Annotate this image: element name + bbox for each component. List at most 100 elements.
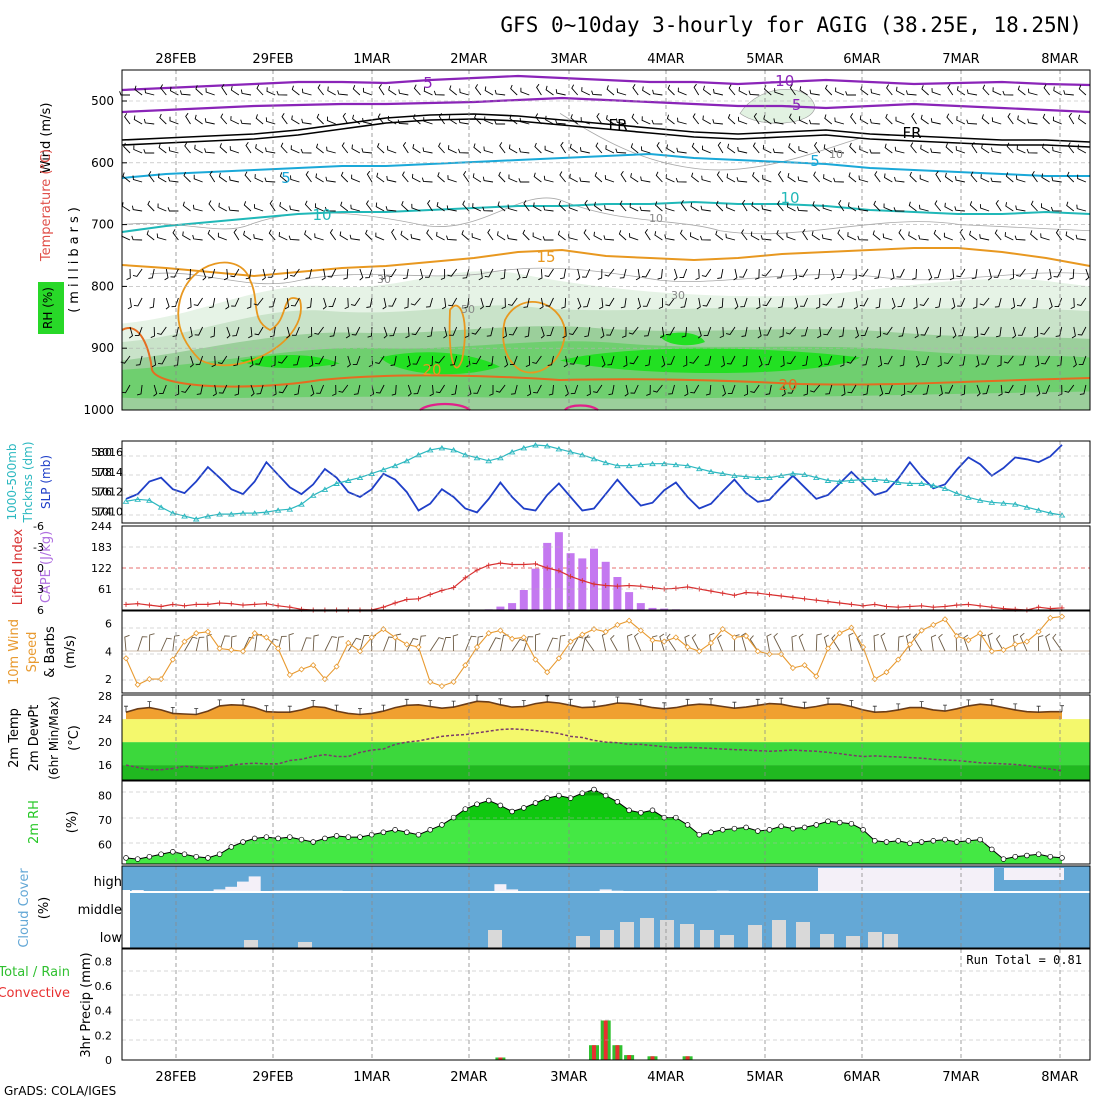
rh-marker: [123, 855, 129, 861]
wind-barb: [560, 268, 567, 280]
thickness-marker: [555, 446, 563, 452]
wind-speed-marker: [860, 644, 867, 651]
wind-barb: [822, 204, 832, 212]
wind-barb: [628, 326, 639, 335]
wind-barb: [629, 233, 639, 241]
wind-barb: [345, 326, 350, 339]
rh-marker: [450, 814, 457, 821]
date-label-bottom: 8MAR: [1041, 1070, 1078, 1085]
wind-barb: [286, 326, 291, 339]
thickness-marker: [871, 476, 879, 482]
wind-barb: [192, 234, 203, 241]
wind-barb: [773, 118, 784, 125]
wind-barb: [434, 355, 445, 364]
wind-barb: [449, 326, 458, 336]
surface-wind-barb: [659, 633, 665, 652]
high-cloud-bar: [599, 889, 612, 892]
thickness-marker: [848, 477, 855, 483]
contour-label: 10: [829, 148, 843, 161]
wind-barb: [134, 85, 143, 96]
cape-bar: [531, 568, 540, 610]
temp-minmax-marker: [475, 694, 479, 702]
rh-marker: [743, 824, 749, 831]
wind-barb: [762, 144, 772, 154]
wind-barb: [205, 88, 215, 96]
wind-barb: [365, 200, 373, 212]
wind-barb: [764, 355, 772, 366]
low-cloud-bar: [244, 940, 258, 948]
wind-barb: [657, 268, 663, 280]
wind-barb: [897, 297, 905, 308]
wind-barb: [462, 268, 470, 279]
wind-barb: [972, 297, 978, 309]
tick-label-cape: 183: [91, 541, 112, 554]
wind-barb: [869, 149, 881, 154]
wind-barb: [908, 201, 917, 212]
lifted-index-marker: [650, 585, 655, 591]
wind-speed-marker: [544, 669, 551, 676]
ylabel-precip-c: 3hr Precip (mm): [79, 952, 94, 1057]
lifted-index-marker: [521, 562, 527, 567]
wind-barb: [401, 171, 409, 183]
wind-barb: [507, 297, 518, 306]
wind-barb: [463, 297, 470, 309]
rh-marker: [918, 839, 925, 845]
wind-barb: [693, 83, 700, 96]
wind-barb: [329, 326, 337, 337]
wind-barb: [516, 268, 521, 281]
thickness-marker: [754, 474, 762, 481]
wind-barb: [1014, 235, 1026, 241]
temp-minmax-marker: [709, 698, 713, 705]
wind-barb: [982, 384, 990, 395]
wind-barb: [148, 171, 155, 183]
grid-lines: [122, 70, 1090, 1060]
wind-barb: [254, 326, 264, 336]
wind-barb: [725, 233, 736, 241]
surface-wind-barb: [880, 632, 887, 652]
ylabel-rh: RH (%): [41, 287, 55, 329]
thickness-marker: [649, 460, 656, 467]
tick-label-li: -3: [33, 541, 44, 554]
wind-barb: [327, 268, 337, 278]
slp-line: [125, 444, 1063, 514]
wind-barb: [960, 384, 966, 396]
rh-marker: [977, 836, 983, 843]
thickness-marker: [134, 496, 142, 502]
wind-barb: [129, 326, 134, 339]
wind-barb: [545, 115, 554, 125]
thickness-marker: [543, 443, 551, 449]
wind-barb: [196, 384, 204, 395]
wind-barb: [813, 142, 821, 154]
rh-marker: [801, 824, 808, 831]
rh-marker: [731, 825, 738, 832]
wind-barb: [412, 143, 421, 154]
lifted-index-marker: [872, 601, 878, 607]
temp-minmax-marker: [404, 698, 409, 706]
wind-speed-marker: [977, 630, 984, 637]
wind-barb: [761, 268, 772, 277]
wind-barb: [838, 326, 845, 338]
wind-barb: [956, 268, 966, 278]
wind-barb: [520, 87, 530, 96]
surface-wind-barb: [254, 634, 262, 652]
wind-barb: [450, 355, 458, 366]
surface-wind-barb: [464, 635, 477, 652]
temp-minmax-marker: [849, 700, 854, 707]
wind-barb: [583, 297, 591, 308]
wind-barb: [413, 114, 421, 125]
wind-barb: [362, 87, 373, 96]
wind-barb: [855, 326, 860, 339]
lifted-index-marker: [1036, 604, 1042, 610]
temp-band-16-20: [122, 742, 1090, 766]
wind-barb: [301, 118, 312, 125]
wind-barb: [598, 297, 604, 310]
wind-barb: [1079, 384, 1087, 395]
wind-speed-marker: [251, 630, 258, 637]
high-cloud-bar: [506, 889, 519, 892]
wind-barb: [646, 384, 651, 396]
thickness-marker: [1000, 500, 1007, 506]
thickness-marker: [485, 457, 493, 464]
wind-barb: [788, 113, 796, 125]
wind-barb: [424, 268, 433, 278]
contour-labels: 5 -10 -5 FR FR 5 5 10 10 15 20 20 30 50 10 30 10: [281, 72, 921, 394]
